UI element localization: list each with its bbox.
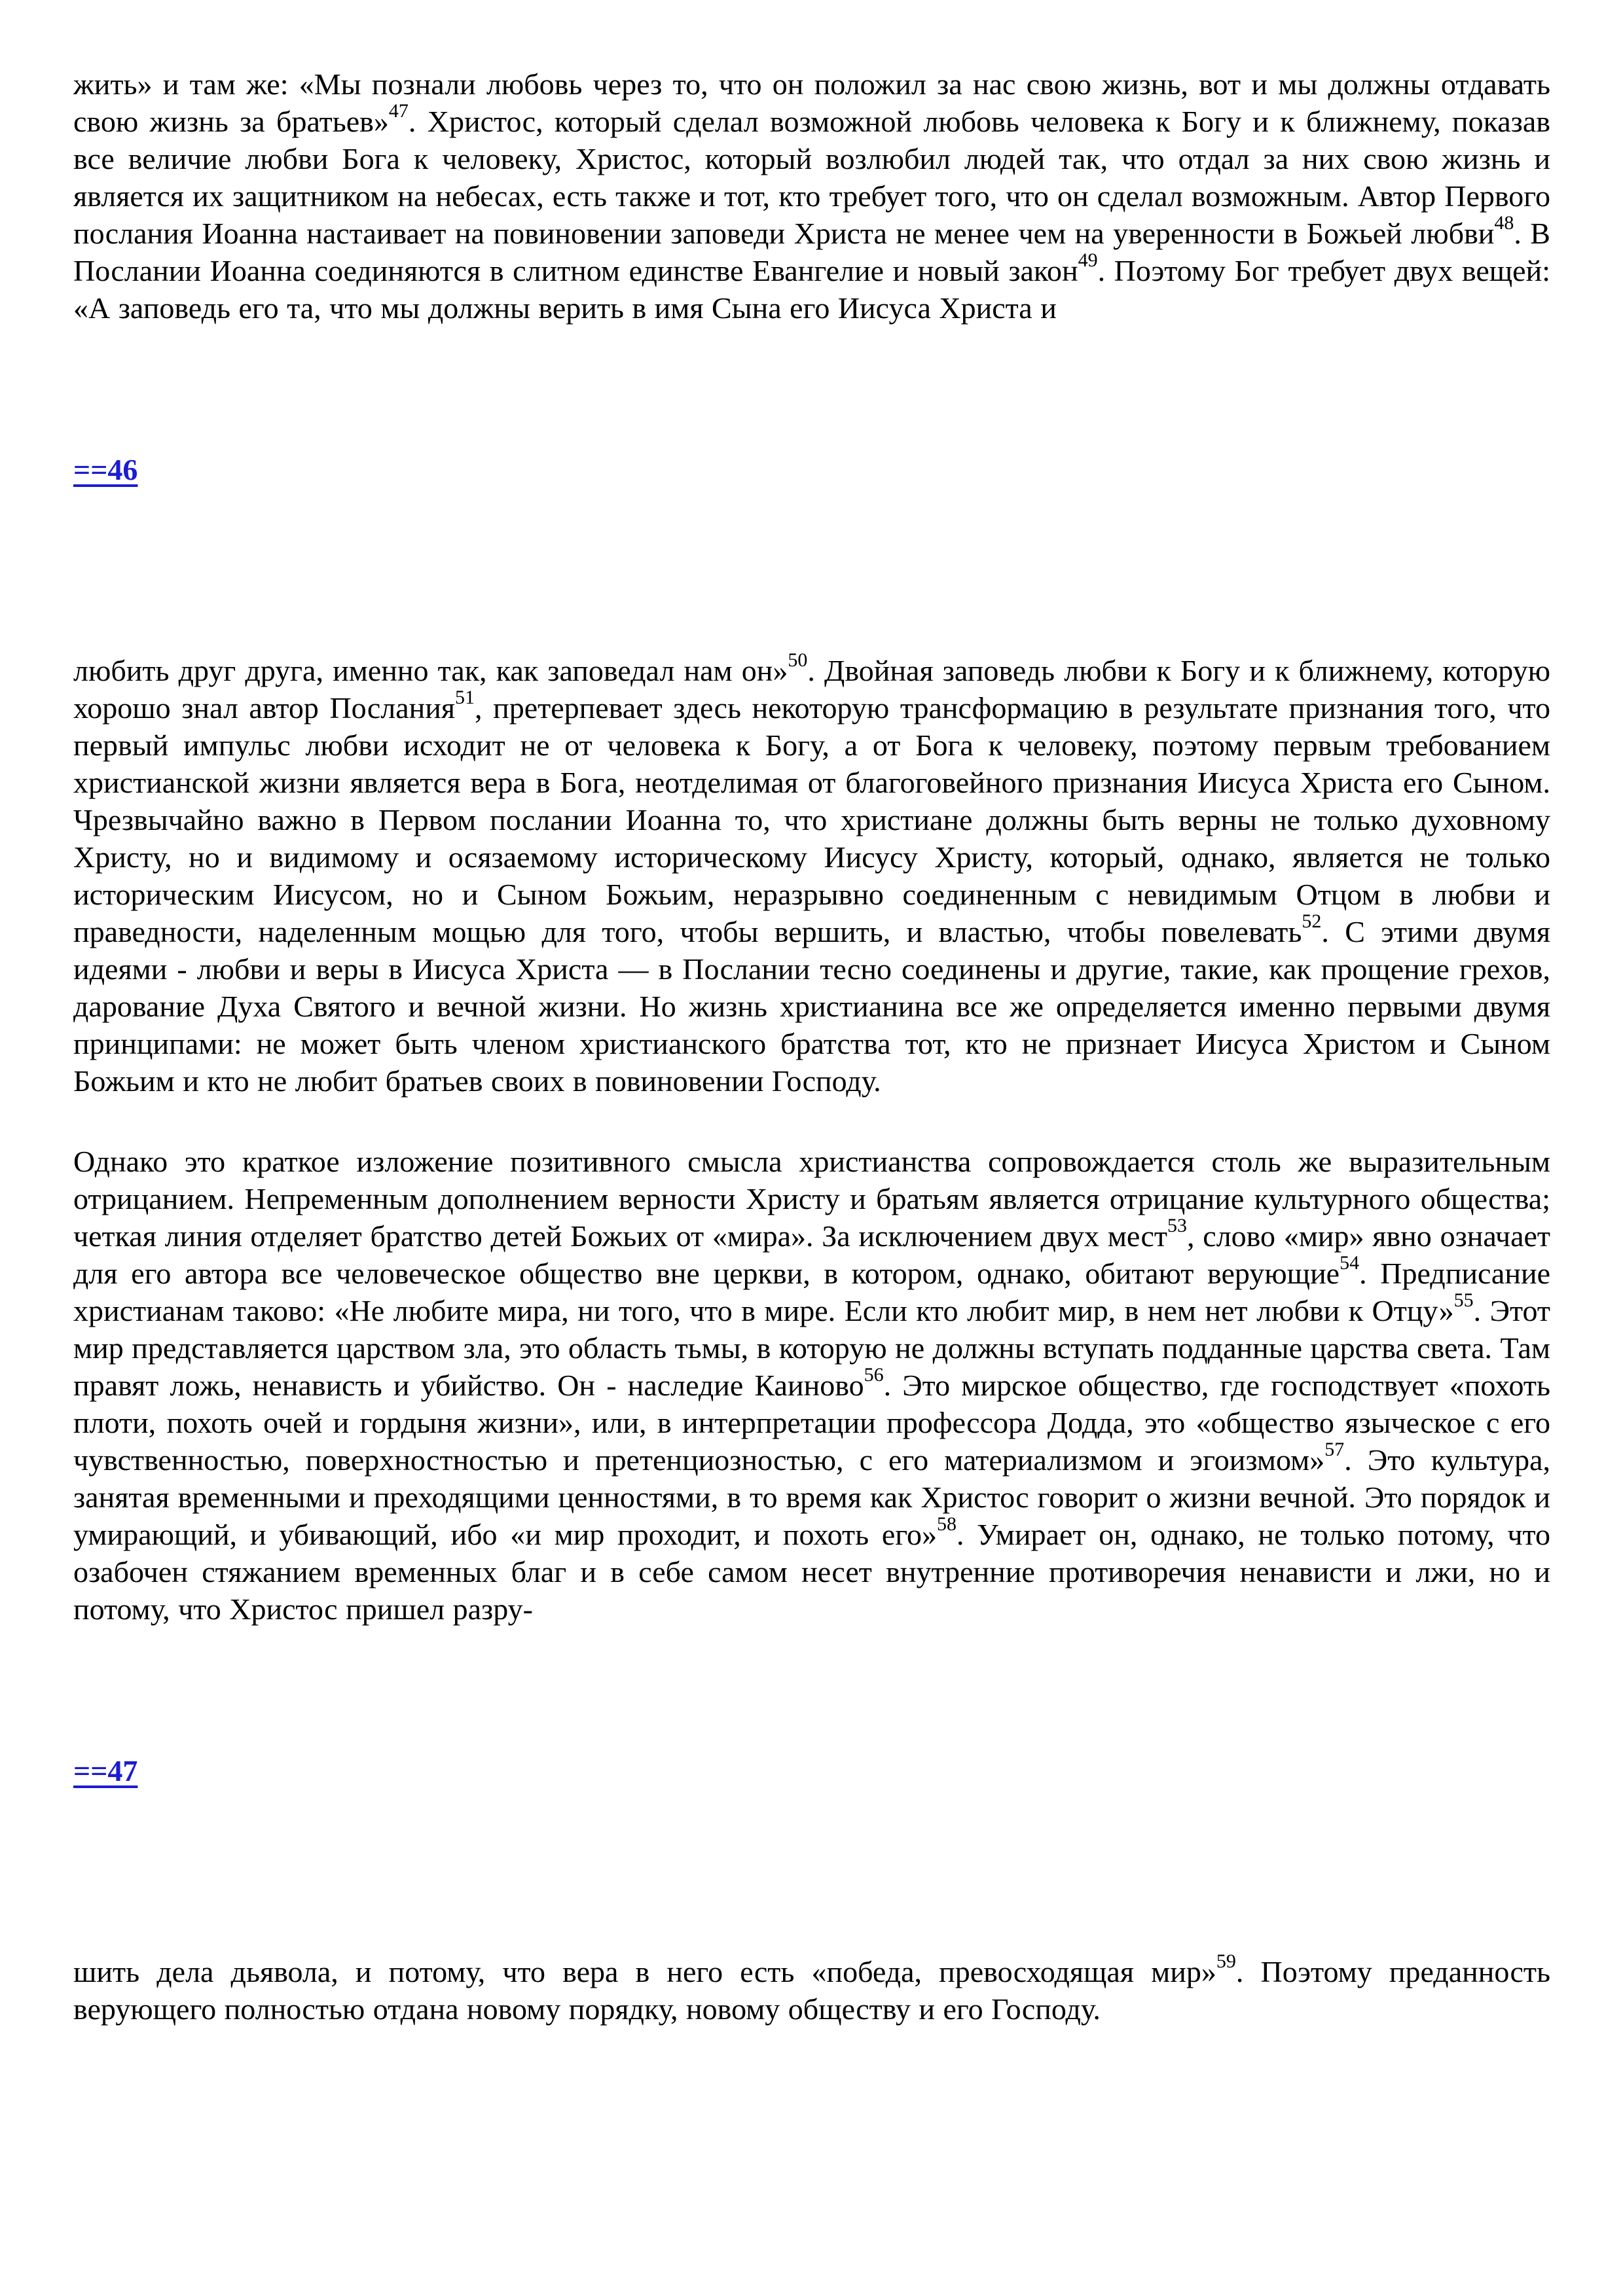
footnote-ref: 49 bbox=[1078, 249, 1098, 271]
footnote-ref: 58 bbox=[937, 1513, 957, 1535]
footnote-ref: 57 bbox=[1324, 1439, 1345, 1460]
text-run: . Это культура, занятая временными и пре… bbox=[73, 1443, 1550, 1551]
page-break-marker: ==46 bbox=[73, 451, 1550, 488]
text-run: любить друг друга, именно так, как запов… bbox=[73, 654, 788, 687]
document-body: жить» и там же: «Мы познали любовь через… bbox=[73, 65, 1550, 2028]
footnote-ref: 54 bbox=[1340, 1252, 1360, 1274]
text-run: . Христос, который сделал возможной любо… bbox=[73, 105, 1550, 250]
text-run: жить» и там же: «Мы познали любовь через… bbox=[73, 67, 1550, 138]
footnote-ref: 50 bbox=[788, 649, 808, 671]
text-run: . В Послании Иоанна соединяются в слитно… bbox=[73, 217, 1550, 287]
text-run: . Предписание христианам таково: «Не люб… bbox=[73, 1257, 1550, 1327]
text-run: , слово «мир» явно означает для его авто… bbox=[73, 1219, 1550, 1290]
footnote-ref: 55 bbox=[1453, 1289, 1474, 1311]
text-run: Однако это краткое изложение позитивного… bbox=[73, 1145, 1550, 1253]
text-run: шить дела дьявола, и потому, что вера в … bbox=[73, 1955, 1216, 1988]
page-anchor-link[interactable]: ==46 bbox=[73, 453, 138, 486]
footnote-ref: 59 bbox=[1216, 1950, 1236, 1972]
text-run: . Этот мир представляется царством зла, … bbox=[73, 1294, 1550, 1402]
page-break-marker: ==47 bbox=[73, 1752, 1550, 1789]
text-run: . Поэтому преданность верующего полность… bbox=[73, 1955, 1550, 2026]
text-run: , претерпевает здесь некоторую трансформ… bbox=[73, 691, 1550, 948]
text-run: . С этими двумя идеями - любви и веры в … bbox=[73, 915, 1550, 1098]
page-anchor-link[interactable]: ==47 bbox=[73, 1754, 138, 1787]
footnote-ref: 47 bbox=[388, 100, 409, 122]
paragraph: любить друг друга, именно так, как запов… bbox=[73, 649, 1550, 1100]
footnote-ref: 48 bbox=[1494, 212, 1514, 234]
footnote-ref: 56 bbox=[864, 1364, 884, 1386]
paragraph: жить» и там же: «Мы познали любовь через… bbox=[73, 65, 1550, 327]
footnote-ref: 51 bbox=[455, 687, 475, 708]
footnote-ref: 53 bbox=[1167, 1215, 1188, 1236]
paragraph: шить дела дьявола, и потому, что вера в … bbox=[73, 1950, 1550, 2028]
text-run: . Это мирское общество, где господствует… bbox=[73, 1369, 1550, 1477]
footnote-ref: 52 bbox=[1302, 910, 1322, 932]
text-run: . Умирает он, однако, не только потому, … bbox=[73, 1518, 1550, 1626]
paragraph: Однако это краткое изложение позитивного… bbox=[73, 1143, 1550, 1628]
text-run: . Поэтому Бог требует двух вещей: «А зап… bbox=[73, 254, 1550, 325]
text-run: . Двойная заповедь любви к Богу и к ближ… bbox=[73, 654, 1550, 725]
